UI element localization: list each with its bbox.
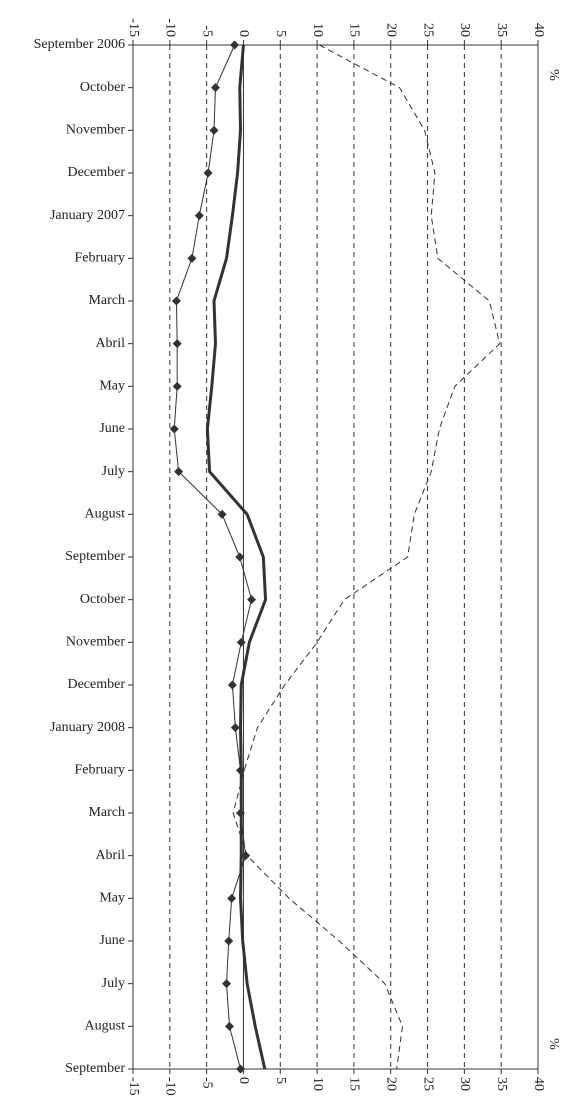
- x-tick-label: -10: [163, 1077, 178, 1096]
- diamond-marker: [235, 552, 245, 562]
- y-tick-label: September: [65, 1061, 125, 1076]
- x-tick-label: -5: [199, 25, 214, 37]
- y-tick-label: November: [66, 635, 125, 650]
- diamond-marker: [209, 125, 219, 135]
- diamond-marker: [227, 680, 237, 690]
- diamond-marker: [194, 211, 204, 221]
- y-tick-label: December: [67, 677, 125, 692]
- diamond-marker: [169, 424, 179, 434]
- diamond-marker: [171, 296, 181, 306]
- y-tick-label: March: [88, 805, 125, 820]
- y-tick-label: October: [80, 80, 125, 95]
- y-tick-label: March: [88, 293, 125, 308]
- x-tick-label: 30: [457, 23, 472, 37]
- x-tick-label: 20: [384, 1077, 399, 1091]
- y-tick-label: November: [66, 123, 125, 138]
- unit-annotation: %: [546, 1038, 561, 1050]
- diamond-marker: [241, 851, 251, 861]
- y-tick-label: July: [102, 976, 125, 991]
- diamond-marker: [203, 168, 213, 178]
- diamond-marker: [172, 381, 182, 391]
- y-tick-label: February: [74, 251, 125, 266]
- x-tick-label: 5: [273, 1077, 288, 1084]
- x-tick-label: 40: [531, 23, 546, 37]
- diamond-marker: [172, 339, 182, 349]
- y-tick-label: September: [65, 549, 125, 564]
- x-tick-label: -15: [126, 1077, 141, 1096]
- x-tick-label: 25: [420, 23, 435, 37]
- diamond-marker: [187, 253, 197, 263]
- x-tick-label: 10: [310, 23, 325, 37]
- y-tick-label: February: [74, 763, 125, 778]
- y-tick-label: January 2007: [50, 208, 125, 223]
- diamond-marker: [230, 40, 240, 50]
- diamond-marker: [247, 595, 257, 605]
- x-tick-label: -15: [126, 18, 141, 37]
- y-tick-label: June: [99, 933, 125, 948]
- x-tick-label: 30: [457, 1077, 472, 1091]
- series-line: [232, 44, 501, 1070]
- unit-annotation: %: [546, 69, 561, 81]
- y-tick-label: May: [99, 379, 125, 394]
- x-tick-label: 10: [310, 1077, 325, 1091]
- plot-area: [132, 44, 539, 1070]
- diamond-marker: [210, 83, 220, 93]
- y-tick-label: December: [67, 165, 125, 180]
- x-tick-label: 25: [420, 1077, 435, 1091]
- y-tick-label: August: [85, 1019, 126, 1034]
- x-tick-label: 35: [494, 23, 509, 37]
- x-tick-label: -5: [199, 1077, 214, 1089]
- x-tick-label: 40: [531, 1077, 546, 1091]
- y-tick-label: June: [99, 421, 125, 436]
- x-tick-label: 0: [236, 30, 251, 37]
- x-tick-label: 15: [347, 1077, 362, 1091]
- y-tick-label: January 2008: [50, 720, 125, 735]
- y-tick-label: Abril: [95, 336, 125, 351]
- y-tick-label: October: [80, 592, 125, 607]
- y-tick-label: Abril: [95, 848, 125, 863]
- series-line: [205, 44, 268, 1070]
- diamond-marker: [236, 1064, 246, 1074]
- diamond-marker: [224, 1021, 234, 1031]
- x-tick-label: 15: [347, 23, 362, 37]
- diamond-marker: [174, 467, 184, 477]
- x-tick-label: -10: [163, 18, 178, 37]
- diamond-marker: [227, 893, 237, 903]
- x-tick-label: 20: [384, 23, 399, 37]
- y-tick-label: August: [85, 507, 126, 522]
- diamond-marker: [217, 509, 227, 519]
- y-tick-label: July: [102, 464, 125, 479]
- x-tick-label: 35: [494, 1077, 509, 1091]
- diamond-marker: [224, 936, 234, 946]
- diamond-marker: [222, 979, 232, 989]
- x-tick-label: 0: [236, 1077, 251, 1084]
- diamond-marker: [230, 723, 240, 733]
- y-tick-label: May: [99, 891, 125, 906]
- y-tick-label: September 2006: [34, 37, 125, 52]
- diamond-marker: [236, 637, 246, 647]
- x-tick-label: 5: [273, 30, 288, 37]
